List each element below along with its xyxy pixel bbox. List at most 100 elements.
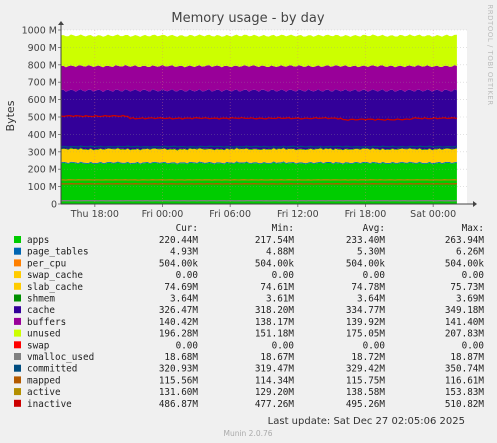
- legend-header-0: Cur:: [176, 223, 198, 234]
- legend-min-committed: 319.47M: [255, 364, 295, 375]
- y-tick-label-8: 800 M: [28, 60, 57, 71]
- legend-name-cache: cache: [27, 305, 55, 316]
- legend-avg-buffers: 139.92M: [346, 317, 386, 328]
- line-committed: [60, 145, 458, 148]
- legend-max-buffers: 141.40M: [445, 317, 485, 328]
- legend-swatch-mapped: [14, 376, 21, 384]
- stacked-areas: [61, 34, 457, 204]
- legend-avg-cache: 334.77M: [346, 305, 386, 316]
- legend-avg-page_tables: 5.30M: [357, 247, 385, 258]
- legend-name-swap_cache: swap_cache: [27, 270, 83, 281]
- legend-avg-swap: 0.00: [363, 340, 385, 351]
- legend-min-page_tables: 4.88M: [266, 247, 294, 258]
- legend-name-unused: unused: [27, 329, 61, 340]
- legend-swatch-shmem: [14, 294, 21, 302]
- legend-name-committed: committed: [27, 364, 77, 375]
- legend-min-buffers: 138.17M: [255, 317, 295, 328]
- legend-name-page_tables: page_tables: [27, 247, 89, 258]
- legend-name-per_cpu: per_cpu: [27, 258, 66, 269]
- legend-cur-slab_cache: 74.69M: [164, 282, 198, 293]
- legend-name-vmalloc_used: vmalloc_used: [27, 352, 94, 363]
- legend-cur-apps: 220.44M: [159, 235, 199, 246]
- legend-max-vmalloc_used: 18.87M: [450, 352, 484, 363]
- x-tick-label-4: Fri 18:00: [345, 209, 387, 220]
- legend-cur-inactive: 486.87M: [159, 399, 199, 410]
- y-tick-label-0: 0: [51, 200, 57, 211]
- x-tick-label-5: Sat 00:00: [410, 209, 456, 220]
- y-tick-label-9: 900 M: [28, 43, 57, 54]
- legend-min-inactive: 477.26M: [255, 399, 295, 410]
- legend-swatch-slab_cache: [14, 282, 21, 290]
- legend-cur-vmalloc_used: 18.68M: [164, 352, 198, 363]
- legend-max-unused: 207.83M: [445, 329, 485, 340]
- area-cache: [61, 89, 457, 150]
- x-tick-label-1: Fri 00:00: [142, 209, 184, 220]
- y-tick-label-5: 500 M: [28, 113, 57, 124]
- legend-header-2: Avg:: [363, 223, 385, 234]
- legend-max-apps: 263.94M: [445, 235, 485, 246]
- legend-min-slab_cache: 74.61M: [260, 282, 294, 293]
- legend-swatch-apps: [14, 236, 21, 243]
- legend-max-slab_cache: 75.73M: [450, 282, 484, 293]
- legend-avg-per_cpu: 504.00k: [346, 258, 386, 269]
- legend-cur-mapped: 115.56M: [159, 375, 199, 386]
- legend-name-mapped: mapped: [27, 375, 61, 386]
- legend-avg-slab_cache: 74.78M: [351, 282, 385, 293]
- last-update-text: Last update: Sat Dec 27 02:05:06 2025: [268, 416, 465, 427]
- x-tick-label-2: Fri 06:00: [209, 209, 251, 220]
- legend-min-shmem: 3.61M: [266, 294, 294, 305]
- y-tick-label-4: 400 M: [28, 130, 57, 141]
- legend-name-active: active: [27, 387, 61, 398]
- legend-min-swap: 0.00: [272, 340, 294, 351]
- y-tick-label-2: 200 M: [28, 165, 57, 176]
- legend-cur-cache: 326.47M: [159, 305, 199, 316]
- legend-swatch-page_tables: [14, 247, 21, 255]
- chart-title: Memory usage - by day: [171, 11, 324, 26]
- legend-cur-shmem: 3.64M: [170, 294, 198, 305]
- legend-min-per_cpu: 504.00k: [255, 258, 295, 269]
- munin-version-text: Munin 2.0.76: [223, 429, 272, 438]
- legend-name-inactive: inactive: [27, 399, 72, 410]
- legend-avg-committed: 329.42M: [346, 364, 386, 375]
- area-page_tables: [61, 161, 457, 165]
- legend-avg-shmem: 3.64M: [357, 294, 385, 305]
- y-tick-label-3: 300 M: [28, 147, 57, 158]
- legend-swatch-vmalloc_used: [14, 353, 21, 360]
- line-series: [60, 114, 458, 202]
- x-tick-label-0: Thu 18:00: [70, 209, 119, 220]
- legend-avg-unused: 175.05M: [346, 329, 386, 340]
- y-tick-label-7: 700 M: [28, 78, 57, 89]
- legend-swatch-inactive: [14, 399, 21, 407]
- legend-cur-per_cpu: 504.00k: [159, 258, 199, 269]
- y-tick-label-10: 1000 M: [22, 26, 57, 37]
- legend-avg-mapped: 115.75M: [346, 375, 386, 386]
- y-axis-ticks: 0 100 M 200 M 300 M 400 M 500 M 600 M 700 M 800 …: [22, 26, 61, 211]
- legend-max-page_tables: 6.26M: [456, 247, 484, 258]
- legend-swatch-swap: [14, 341, 21, 349]
- legend-avg-apps: 233.40M: [346, 235, 386, 246]
- area-slab_cache: [61, 148, 457, 164]
- legend-max-inactive: 510.82M: [445, 399, 485, 410]
- legend: Cur: Min: Avg: Max: apps 220.44M 217.54M 233.40…: [14, 223, 484, 410]
- legend-min-swap_cache: 0.00: [272, 270, 294, 281]
- area-shmem: [61, 147, 457, 151]
- legend-swatch-unused: [14, 329, 21, 337]
- legend-min-mapped: 114.34M: [255, 375, 295, 386]
- legend-avg-vmalloc_used: 18.72M: [351, 352, 385, 363]
- legend-header-3: Max:: [462, 223, 484, 234]
- legend-swatch-swap_cache: [14, 271, 21, 279]
- legend-header-1: Min:: [272, 223, 294, 234]
- legend-avg-active: 138.58M: [346, 387, 386, 398]
- rrdtool-side-label: RRDTOOL / TOBI OETIKER: [486, 4, 494, 105]
- legend-swatch-cache: [14, 306, 21, 314]
- legend-name-slab_cache: slab_cache: [27, 282, 83, 293]
- legend-min-vmalloc_used: 18.67M: [260, 352, 294, 363]
- legend-cur-unused: 196.28M: [159, 329, 199, 340]
- y-tick-label-6: 600 M: [28, 95, 57, 106]
- y-tick-label-1: 100 M: [28, 182, 57, 193]
- area-buffers: [61, 65, 457, 92]
- legend-max-active: 153.83M: [445, 387, 485, 398]
- legend-cur-active: 131.60M: [159, 387, 199, 398]
- legend-swatch-per_cpu: [14, 259, 21, 267]
